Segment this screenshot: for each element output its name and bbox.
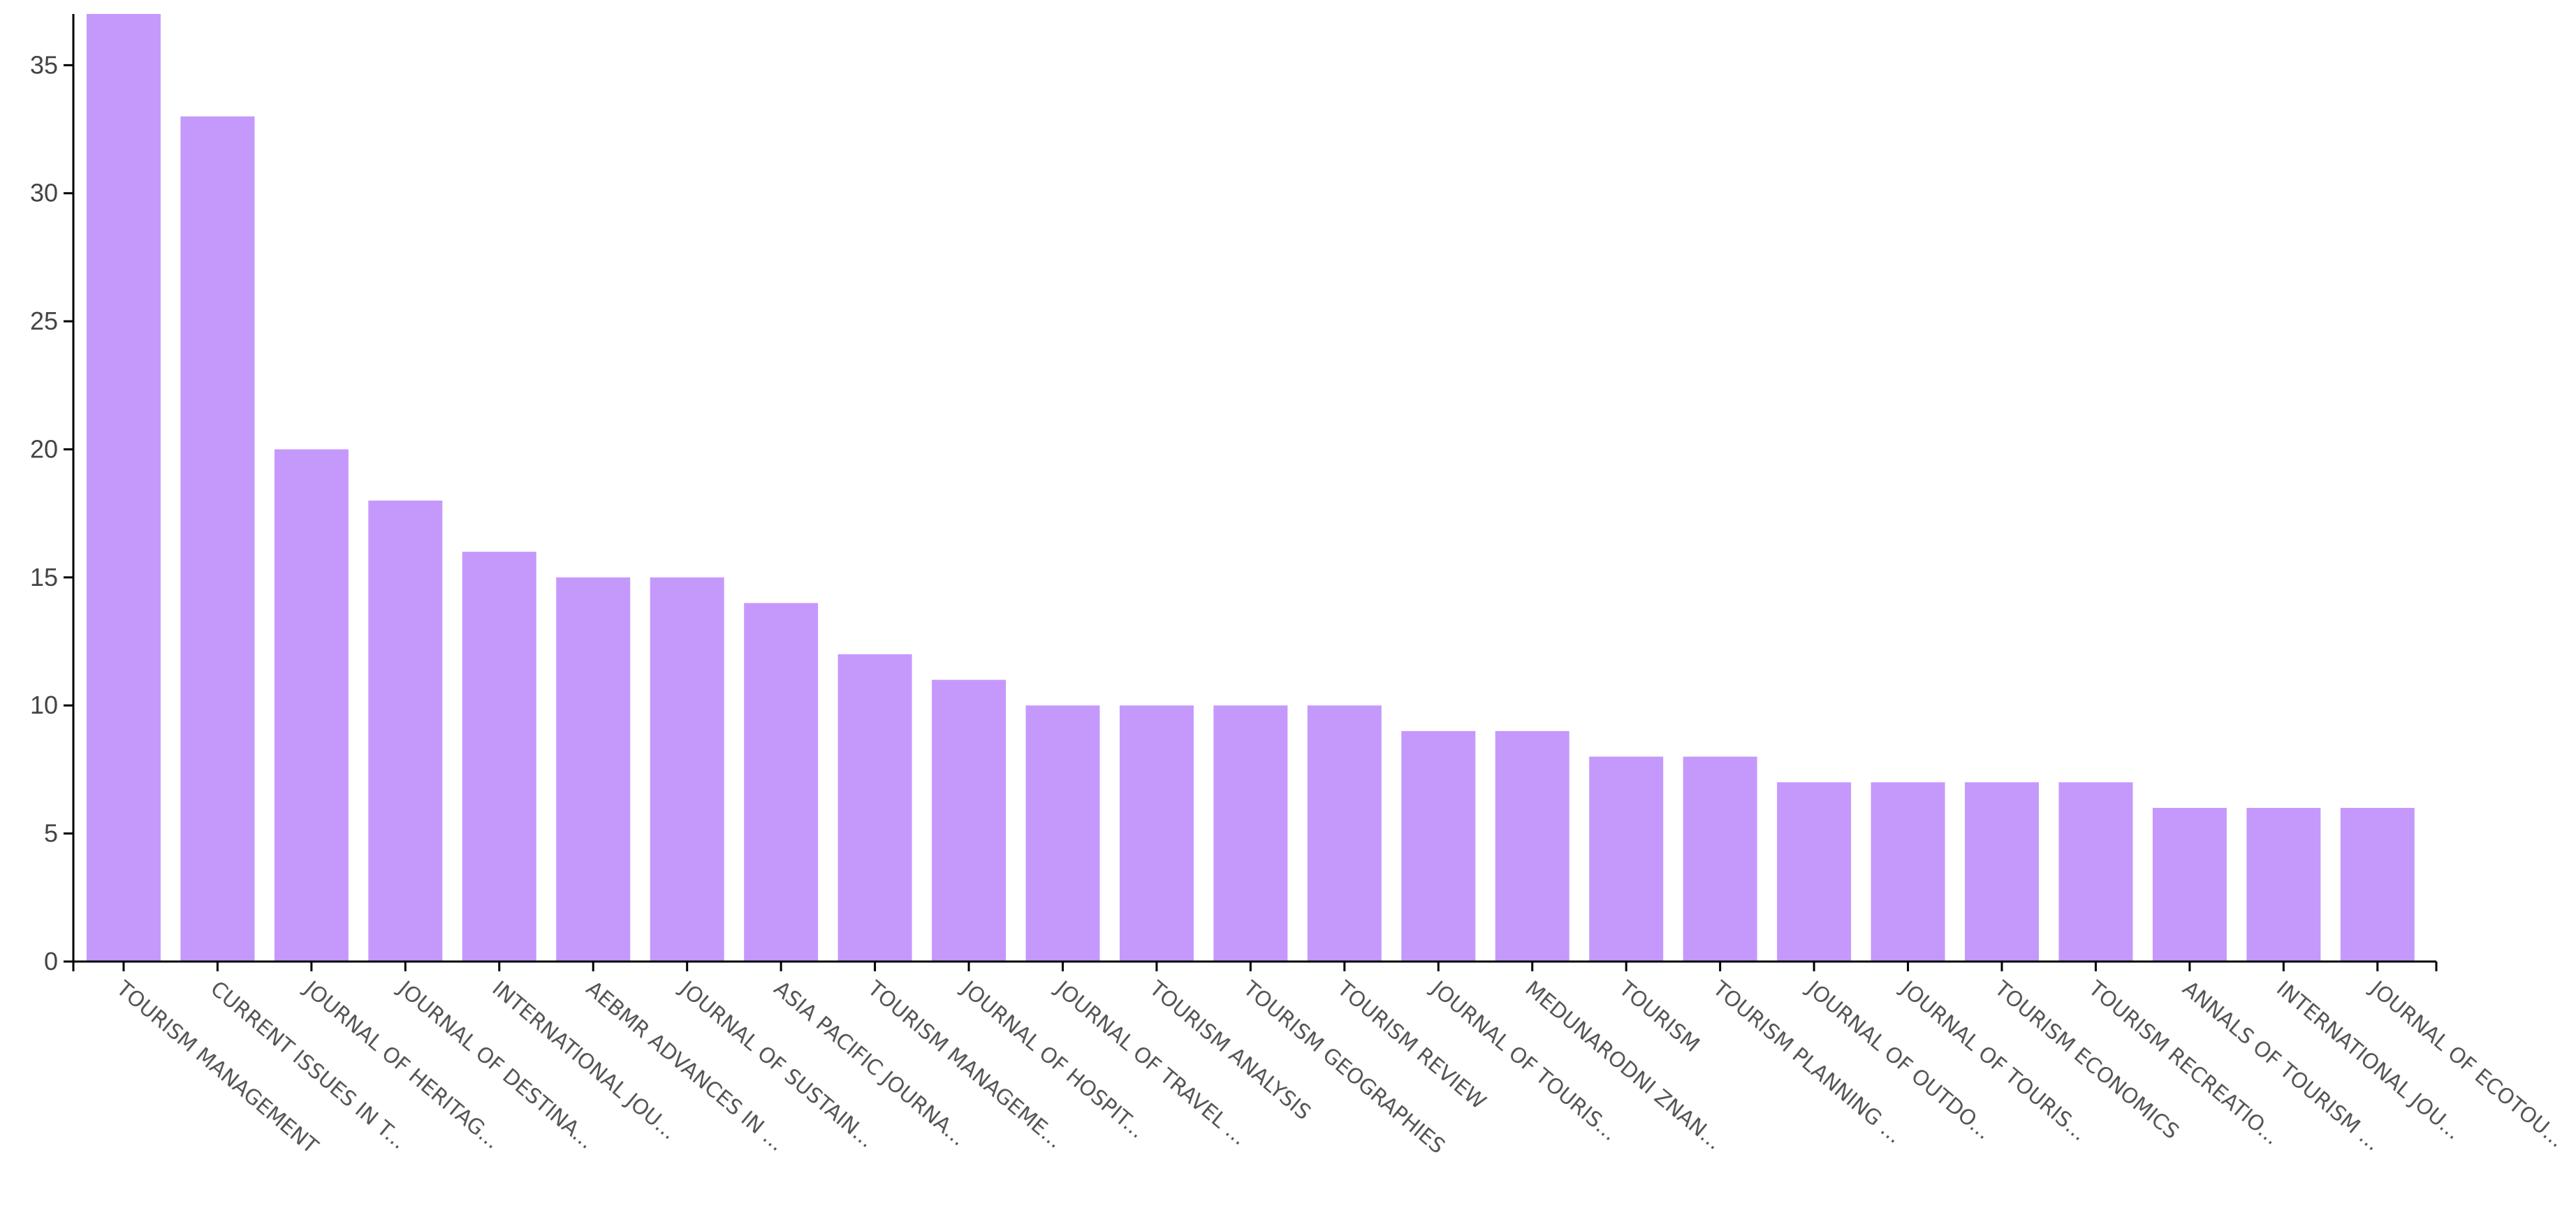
bar <box>2058 782 2133 962</box>
bar <box>837 654 912 962</box>
y-tick-label: 35 <box>30 50 58 79</box>
x-tick-label: JOURNAL OF OUTDO... <box>1801 976 1996 1144</box>
y-tick-label: 0 <box>44 947 58 976</box>
bar <box>87 14 161 962</box>
bar <box>368 500 443 962</box>
x-tick-label: TOURISM PLANNING ... <box>1708 976 1907 1149</box>
bar <box>744 603 819 962</box>
x-tick-label: INTERNATIONAL JOU... <box>2271 976 2466 1144</box>
bar <box>1777 782 1852 962</box>
bar <box>180 116 255 962</box>
bar <box>556 577 631 962</box>
y-tick-label: 30 <box>30 179 58 207</box>
bar <box>1965 782 2039 962</box>
bar <box>650 577 724 962</box>
x-tick-label: JOURNAL OF TOURIS... <box>1426 976 1623 1146</box>
x-tick-label: ASIA PACIFIC JOURNA... <box>769 976 971 1151</box>
x-tick-label: INTERNATIONAL JOU... <box>488 976 682 1144</box>
bar <box>1213 705 1288 962</box>
x-tick-label: TOURISM ECONOMICS <box>1989 976 2183 1144</box>
x-tick-label: JOURNAL OF TOURIS... <box>1895 976 2092 1146</box>
y-axis: 0 5 10 15 20 25 30 35 <box>30 14 75 976</box>
bar <box>932 679 1007 962</box>
bar <box>274 449 349 962</box>
bar <box>1307 705 1382 962</box>
y-tick-label: 20 <box>30 434 58 463</box>
bars <box>87 14 2415 962</box>
x-tick-label: TOURISM RECREATIO... <box>2084 976 2285 1150</box>
bar <box>2246 807 2321 962</box>
bar <box>1589 756 1664 962</box>
x-tick-label: TOURISM ANALYSIS <box>1144 976 1315 1126</box>
bar <box>2340 807 2415 962</box>
x-tick-label: JOURNAL OF ECOTOU... <box>2364 976 2569 1153</box>
bar <box>1871 782 1945 962</box>
bar <box>1119 705 1194 962</box>
bar <box>1495 730 1569 962</box>
bar <box>2152 807 2227 962</box>
bar <box>1401 730 1476 962</box>
x-tick-label: JOURNAL OF HOSPIT... <box>956 976 1149 1143</box>
x-tick-label: MEDUNARODNI ZNAN... <box>1521 976 1727 1155</box>
bar <box>1025 705 1100 962</box>
bar <box>1683 756 1757 962</box>
y-tick-label: 25 <box>30 307 58 335</box>
y-tick-label: 10 <box>30 691 58 719</box>
x-tick-label: TOURISM <box>1613 976 1704 1057</box>
x-tick-label: JOURNAL OF TRAVEL ... <box>1050 976 1252 1150</box>
y-tick-label: 15 <box>30 563 58 591</box>
y-tick-label: 5 <box>44 819 58 848</box>
bar <box>462 552 536 962</box>
